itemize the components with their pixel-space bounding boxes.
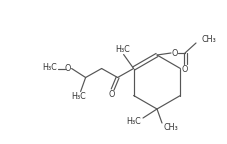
Text: H₃C: H₃C <box>115 45 130 54</box>
Text: O: O <box>182 65 188 73</box>
Text: H₃C: H₃C <box>71 92 86 101</box>
Text: O: O <box>64 64 71 73</box>
Text: CH₃: CH₃ <box>164 123 178 131</box>
Text: O: O <box>109 90 115 99</box>
Text: O: O <box>172 49 178 57</box>
Text: H₃C: H₃C <box>127 118 141 126</box>
Text: H₃C: H₃C <box>42 63 57 72</box>
Text: CH₃: CH₃ <box>201 36 216 44</box>
